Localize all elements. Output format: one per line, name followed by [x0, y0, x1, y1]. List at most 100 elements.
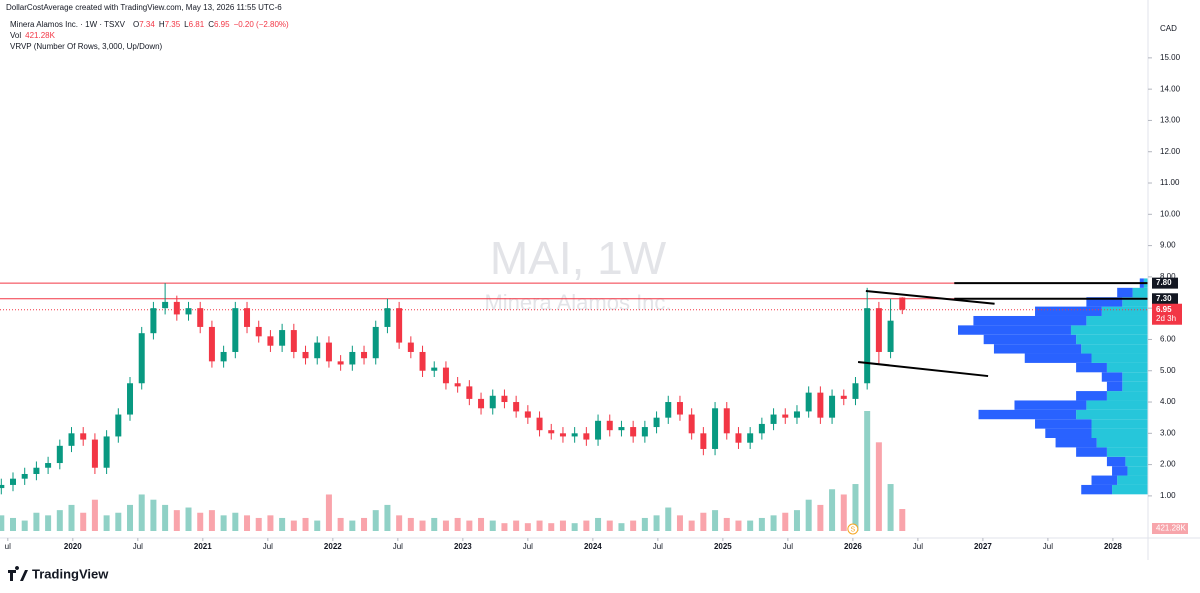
- profile-down: [1101, 372, 1123, 382]
- candle-body: [431, 367, 438, 371]
- y-tick-label: 9.00: [1160, 241, 1176, 250]
- candle-body: [571, 433, 578, 437]
- profile-up: [1081, 344, 1148, 354]
- profile-down: [973, 315, 1087, 326]
- candle-body: [349, 351, 356, 365]
- volume-bar: [548, 523, 555, 531]
- volume-bar: [384, 504, 391, 531]
- candle-body: [325, 342, 332, 362]
- volume-bar: [665, 507, 672, 531]
- x-tick-label: 2026: [844, 542, 862, 551]
- candle-body: [232, 308, 239, 352]
- volume-bar: [138, 494, 145, 531]
- candle-body: [150, 308, 157, 334]
- profile-up: [1101, 306, 1148, 316]
- change: −0.20 (−2.80%): [234, 20, 289, 29]
- candle-body: [817, 392, 824, 418]
- y-tick-label: 11.00: [1160, 178, 1180, 187]
- ohlc-value: 7.34: [139, 20, 155, 29]
- volume-bar: [606, 520, 613, 531]
- candle-body: [454, 383, 461, 387]
- candle-body: [712, 408, 719, 449]
- volume-bar: [302, 517, 309, 531]
- x-tick-label: Jul: [913, 542, 923, 551]
- volume-bar: [793, 510, 800, 531]
- volume-bar: [442, 520, 449, 531]
- volume-bar: [840, 494, 847, 531]
- candle-body: [536, 417, 543, 431]
- volume-bar: [875, 442, 882, 531]
- volume-bar: [267, 515, 274, 531]
- x-tick-label: Jul: [783, 542, 793, 551]
- volume-bar: [595, 517, 602, 531]
- volume-bar: [208, 510, 215, 531]
- ohlc-key: C: [208, 20, 214, 29]
- profile-down: [1086, 297, 1123, 307]
- candle-body: [782, 414, 789, 418]
- ohlc-value: 6.95: [214, 20, 230, 29]
- volume-bar: [431, 517, 438, 531]
- candle-body: [68, 433, 75, 446]
- candle-body: [829, 395, 836, 418]
- candle-body: [314, 342, 321, 359]
- candle-body: [45, 463, 52, 468]
- profile-down: [978, 409, 1077, 420]
- volume-bar: [688, 520, 695, 531]
- candle-body: [185, 308, 192, 315]
- volume-bar: [899, 509, 906, 531]
- profile-up: [1086, 315, 1148, 326]
- candle-body: [688, 414, 695, 434]
- volume-bar: [747, 520, 754, 531]
- price-pane: S: [0, 278, 1148, 535]
- candle-body: [33, 467, 40, 474]
- candle-body: [770, 414, 777, 424]
- volume-bar: [325, 494, 332, 531]
- watermark-name: Minera Alamos Inc.: [484, 290, 671, 315]
- volume-bar: [10, 517, 17, 531]
- candle-body: [384, 308, 391, 327]
- profile-up: [1122, 372, 1148, 382]
- candle-body: [875, 308, 882, 352]
- candle-body: [91, 439, 98, 468]
- profile-down: [1076, 391, 1107, 401]
- profile-down: [1117, 287, 1133, 298]
- candle-body: [641, 427, 648, 437]
- level-label: 7.80: [1156, 278, 1172, 287]
- volume-bar: [185, 507, 192, 531]
- y-tick-label: 1.00: [1160, 491, 1176, 500]
- candle-body: [548, 430, 555, 434]
- profile-down: [1106, 456, 1126, 467]
- x-tick-label: Jul: [1043, 542, 1053, 551]
- volume-bar: [197, 512, 204, 531]
- trendline: [857, 360, 989, 378]
- candle-body: [267, 336, 274, 346]
- y-tick-label: 12.00: [1160, 147, 1181, 156]
- profile-down: [958, 325, 1071, 335]
- candle-body: [10, 478, 17, 485]
- candle-body: [676, 402, 683, 415]
- candle-body: [21, 473, 28, 479]
- volume-tag: [1152, 523, 1188, 534]
- candle-body: [407, 342, 414, 352]
- volume-bar: [864, 411, 871, 531]
- profile-down: [1076, 362, 1107, 373]
- y-tick-label: 10.00: [1160, 209, 1181, 218]
- volume-bar: [0, 515, 5, 531]
- volume-bar: [232, 512, 239, 531]
- y-tick-label: 13.00: [1160, 116, 1181, 125]
- profile-up: [1076, 334, 1148, 345]
- x-tick-label: 2021: [194, 542, 212, 551]
- volume-bar: [56, 510, 63, 531]
- volume-bar: [501, 523, 508, 531]
- volume-bar: [735, 520, 742, 531]
- volume-bar: [396, 515, 403, 531]
- volume-bar: [115, 512, 122, 531]
- x-tick-label: Jul: [133, 542, 143, 551]
- volume-bar: [770, 515, 777, 531]
- profile-up: [1086, 400, 1148, 410]
- ohlc-value: 6.81: [189, 20, 205, 29]
- candle-body: [489, 395, 496, 409]
- volume-bar: [583, 520, 590, 531]
